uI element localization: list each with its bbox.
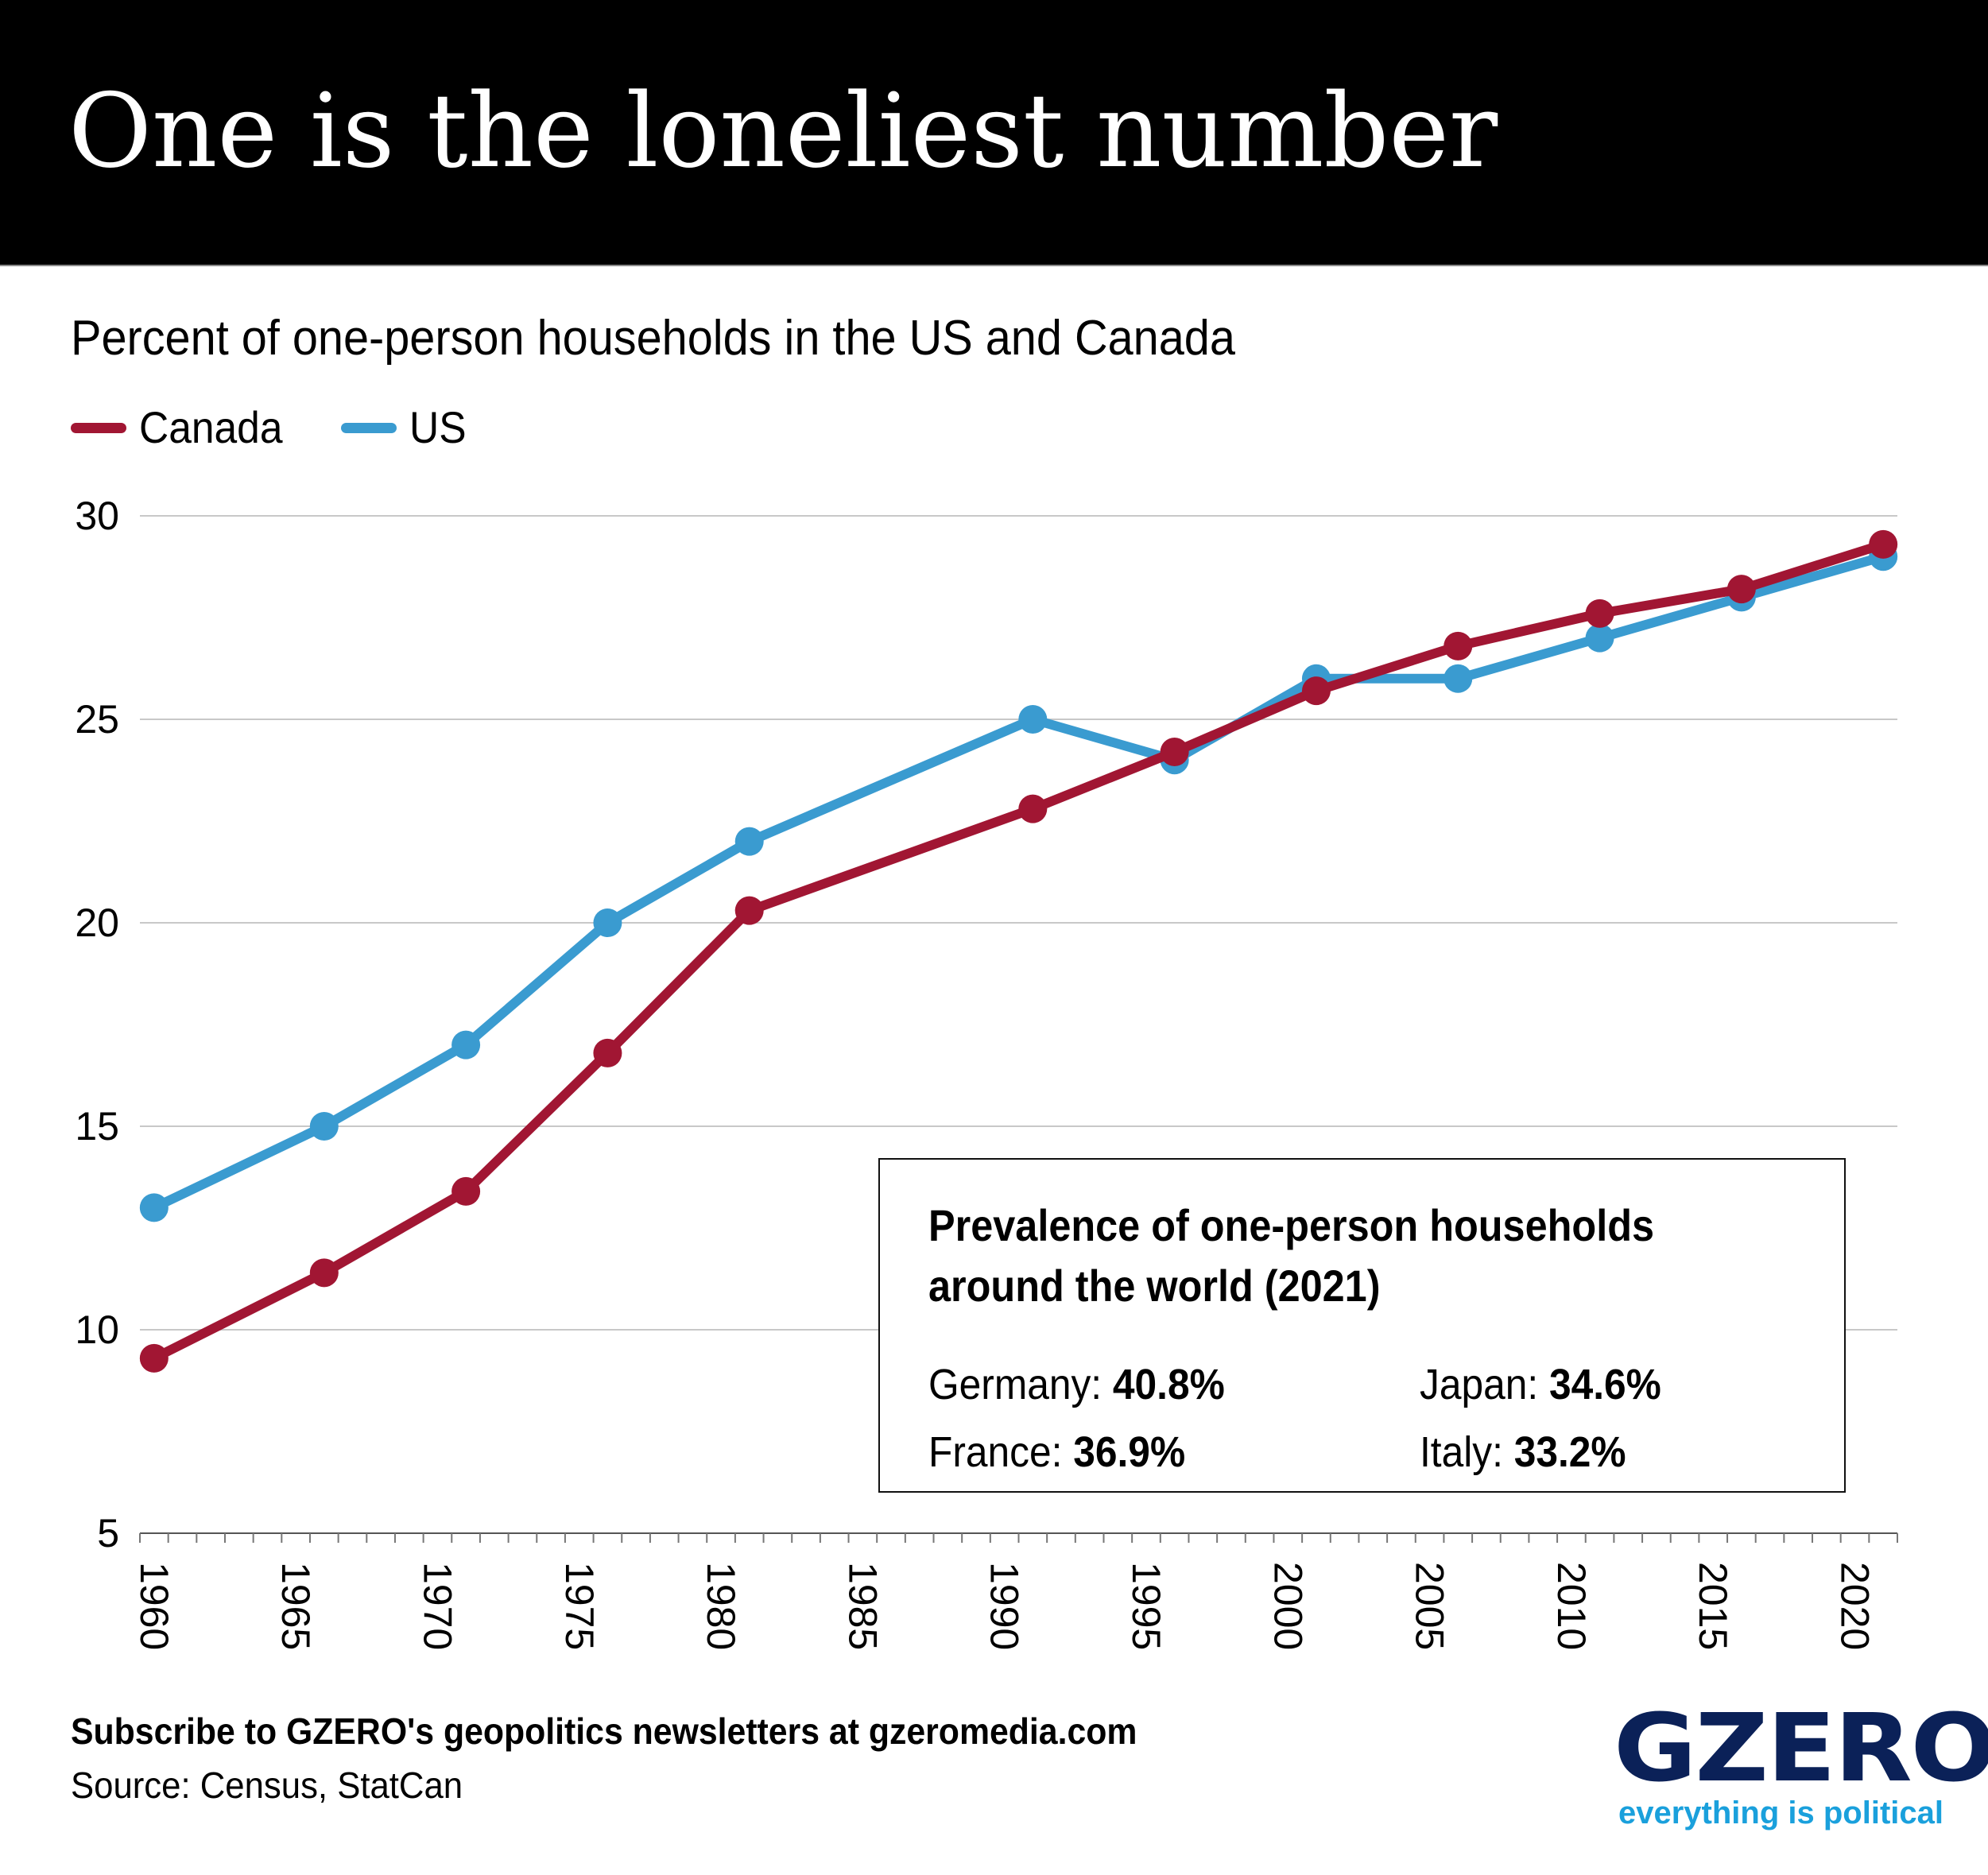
data-point-canada — [309, 1258, 339, 1288]
x-tick-label: 2010 — [1549, 1562, 1594, 1650]
x-tick-label: 2005 — [1408, 1562, 1452, 1650]
legend-label-us: US — [409, 402, 467, 452]
x-axis: 1960 1965 1970 1975 1980 1985 1990 1995 2000 2005… — [132, 1532, 1898, 1650]
data-point-us — [309, 1112, 339, 1141]
x-tick-label: 1975 — [557, 1562, 602, 1650]
inset-value: 36.9% — [1073, 1428, 1186, 1476]
data-point-us — [593, 908, 622, 937]
world-prevalence-box: Prevalence of one-person households arou… — [878, 1158, 1846, 1493]
inset-heading: Prevalence of one-person households arou… — [928, 1195, 1730, 1316]
inset-item-germany: Germany: 40.8% — [928, 1363, 1225, 1406]
y-tick-label: 15 — [75, 1104, 119, 1149]
legend-item-canada: Canada — [71, 405, 295, 450]
data-point-canada — [1585, 599, 1614, 628]
source-note: Source: Census, StatCan — [71, 1765, 463, 1806]
inset-country: Germany: — [928, 1361, 1103, 1408]
x-tick-label: 1965 — [273, 1562, 318, 1650]
newsletter-cta: Subscribe to GZERO's geopolitics newslet… — [71, 1710, 1137, 1752]
series-layer — [139, 529, 1898, 1373]
chart-title: One is the loneliest number — [68, 72, 1498, 191]
inset-heading-line-2: around the world (2021) — [928, 1261, 1381, 1311]
data-point-canada — [139, 1343, 169, 1373]
y-axis: 5 10 15 20 25 30 — [75, 494, 119, 1555]
inset-item-japan: Japan: 34.6% — [1420, 1363, 1661, 1406]
data-point-us — [734, 827, 764, 856]
x-tick-label: 1960 — [132, 1562, 176, 1650]
data-point-us — [139, 1193, 169, 1222]
y-tick-label: 30 — [75, 494, 119, 538]
legend: Canada US — [71, 401, 517, 454]
inset-heading-line-1: Prevalence of one-person households — [928, 1200, 1655, 1250]
data-point-canada — [1301, 676, 1331, 706]
inset-value: 40.8% — [1112, 1361, 1225, 1408]
gridlines — [140, 515, 1897, 1331]
x-tick-label: 1980 — [699, 1562, 743, 1650]
x-tick-label: 2015 — [1691, 1562, 1735, 1650]
x-tick-label: 2000 — [1265, 1562, 1310, 1650]
x-tick-label: 1990 — [982, 1562, 1027, 1650]
inset-value: 33.2% — [1513, 1428, 1626, 1476]
data-point-canada — [1018, 794, 1048, 823]
data-point-canada — [593, 1038, 622, 1067]
data-point-us — [1444, 664, 1473, 693]
inset-value: 34.6% — [1548, 1361, 1661, 1408]
legend-item-us: US — [341, 405, 471, 450]
gzero-logo: GZERO everything is political — [1614, 1701, 1988, 1831]
inset-country: Japan: — [1420, 1361, 1539, 1408]
x-tick-label: 1995 — [1124, 1562, 1168, 1650]
y-tick-label: 25 — [75, 697, 119, 742]
inset-item-italy: Italy: 33.2% — [1420, 1431, 1626, 1474]
legend-label-canada: Canada — [139, 402, 283, 452]
data-point-canada — [1869, 529, 1898, 559]
x-tick-label: 2020 — [1833, 1562, 1878, 1650]
data-point-us — [1018, 705, 1048, 734]
title-banner: One is the loneliest number — [0, 0, 1988, 266]
x-tick-label: 1985 — [840, 1562, 885, 1650]
y-tick-label: 10 — [75, 1307, 119, 1352]
series-line-us — [149, 552, 1889, 1213]
y-tick-label: 5 — [97, 1511, 119, 1555]
data-point-us — [451, 1030, 481, 1060]
logo-tagline: everything is political — [1618, 1796, 1944, 1830]
legend-swatch-canada — [71, 422, 126, 433]
data-point-us — [1585, 623, 1614, 653]
chart-subtitle: Percent of one-person households in the … — [71, 311, 1235, 366]
x-tick-label: 1970 — [415, 1562, 459, 1650]
data-point-canada — [1726, 575, 1756, 604]
data-point-canada — [1444, 631, 1473, 661]
inset-item-france: France: 36.9% — [928, 1431, 1185, 1474]
data-point-canada — [1160, 737, 1189, 766]
data-point-canada — [734, 896, 764, 925]
inset-country: France: — [928, 1428, 1063, 1476]
y-tick-label: 20 — [75, 901, 119, 945]
inset-country: Italy: — [1420, 1428, 1503, 1476]
logo-wordmark: GZERO — [1614, 1693, 1988, 1803]
legend-swatch-us — [341, 422, 397, 433]
data-point-canada — [451, 1176, 481, 1206]
series-line-canada — [149, 539, 1889, 1363]
